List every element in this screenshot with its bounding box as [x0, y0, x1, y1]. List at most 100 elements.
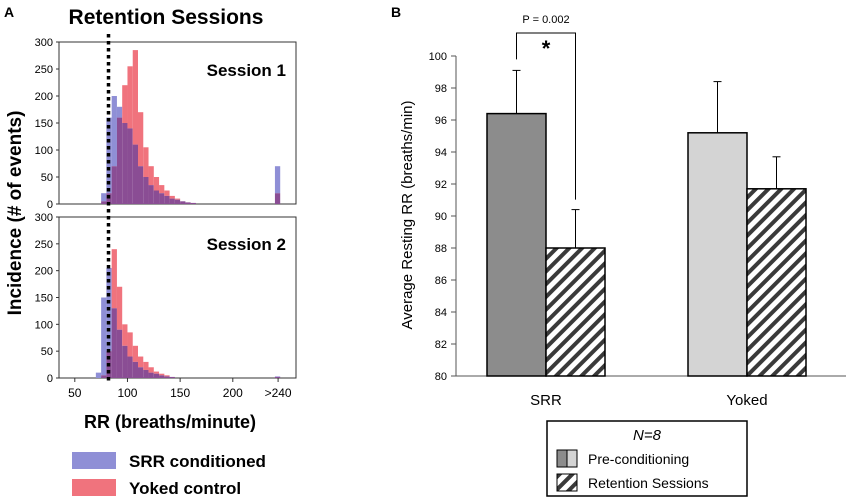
- histogram-bin-overlap: [122, 123, 128, 204]
- histogram-bin-yoked: [143, 147, 149, 177]
- ytick-label: 250: [35, 239, 53, 251]
- bar-ytick-label: 92: [435, 179, 447, 191]
- histogram-bin-yoked: [148, 166, 154, 186]
- histogram-bin-yoked: [143, 361, 149, 370]
- histogram-bin-overlap: [169, 198, 175, 204]
- histogram-session-2: 0 50 100 150 200 250 300 Session 2: [35, 212, 297, 385]
- histogram-bin-overlap: [148, 372, 154, 378]
- ytick-label: 200: [35, 91, 53, 103]
- bar-ytick-label: 80: [435, 371, 447, 383]
- histogram-bin-overlap: [111, 166, 117, 204]
- legend-label-srr: SRR conditioned: [129, 452, 266, 471]
- bar-ytick-label: 96: [435, 115, 447, 127]
- histogram-bin-overlap: [111, 308, 117, 378]
- histogram-bin-yoked: [159, 373, 165, 376]
- session-1-bars: [101, 50, 281, 204]
- histogram-bin-overlap: [274, 376, 281, 378]
- histogram-bin-overlap: [174, 199, 181, 204]
- histogram-bin-yoked: [153, 371, 160, 374]
- histogram-bin-yoked: [132, 50, 138, 145]
- histogram-bin-overlap: [138, 367, 144, 378]
- histogram-bin-srr: [111, 96, 117, 167]
- xtick-label: 100: [117, 386, 137, 400]
- histogram-bin-overlap: [101, 201, 107, 204]
- ytick-label: 50: [41, 172, 53, 184]
- session-2-yticks: 0 50 100 150 200 250 300: [35, 212, 59, 385]
- xtick-label: 200: [223, 386, 243, 400]
- bar-ytick-label: 100: [429, 51, 447, 63]
- bar-ytick-label: 90: [435, 211, 447, 223]
- session-1-yticks: 0 50 100 150 200 250 300: [35, 37, 59, 211]
- histogram-bin-overlap: [106, 193, 112, 204]
- legend-swatch-retention: [556, 473, 578, 492]
- histogram-bin-overlap: [138, 166, 144, 204]
- histogram-bin-overlap: [143, 369, 149, 378]
- significance-p-value: P = 0.002: [522, 14, 569, 26]
- ytick-label: 250: [35, 64, 53, 76]
- histogram-bin-overlap: [132, 361, 138, 378]
- bar-chart-bars: [486, 69, 807, 377]
- histogram-bin-yoked: [132, 345, 138, 362]
- histogram-bin-overlap: [143, 177, 149, 204]
- bar-ytick-label: 82: [435, 339, 447, 351]
- histogram-bin-overlap: [101, 375, 107, 378]
- histogram-bin-srr: [274, 376, 281, 377]
- panel-a-xlabel: RR (breaths/minute): [84, 412, 256, 432]
- histogram-bin-yoked: [159, 185, 165, 194]
- legend-label-retention: Retention Sessions: [588, 475, 709, 491]
- histogram-bin-yoked: [153, 177, 160, 191]
- histogram-bin-srr: [116, 106, 123, 118]
- bar-yticks: 80 82 84 86 88 90 92 94 96 98 100: [429, 51, 456, 383]
- bar-ytick-label: 84: [435, 307, 447, 319]
- legend-swatch-yoked: [72, 479, 116, 496]
- panel-a-title: Retention Sessions: [69, 6, 264, 29]
- legend-label-pre: Pre-conditioning: [588, 451, 689, 467]
- ytick-label: 100: [35, 145, 53, 157]
- ytick-label: 150: [35, 293, 53, 305]
- bar-yoked-retention: [746, 188, 807, 377]
- bar-ytick-label: 94: [435, 147, 447, 159]
- significance-bracket-line: [516, 32, 576, 200]
- histogram-bin-overlap: [159, 375, 165, 378]
- legend-swatch-srr: [72, 452, 116, 469]
- significance-star: *: [542, 36, 551, 61]
- legend-swatch-pre-light: [566, 449, 578, 468]
- bar-ytick-label: 86: [435, 275, 447, 287]
- bar-ytick-label: 98: [435, 83, 447, 95]
- legend-b-title: N=8: [633, 427, 662, 444]
- legend-swatch-pre-dark: [556, 449, 568, 468]
- histogram-bin-overlap: [185, 202, 191, 204]
- panel-b-legend: N=8 Pre-conditioning Retention Sessions: [546, 420, 748, 497]
- bar-srr-pre: [486, 112, 547, 377]
- histogram-bin-yoked: [164, 190, 170, 196]
- histogram-bin-srr: [274, 166, 281, 194]
- histogram-bin-overlap: [148, 185, 154, 204]
- histogram-bin-overlap: [274, 193, 281, 204]
- panel-b-ylabel: Average Resting RR (breaths/min): [399, 101, 416, 330]
- histogram-bin-overlap: [169, 376, 175, 378]
- ytick-label: 150: [35, 118, 53, 130]
- histogram-bin-srr: [101, 193, 107, 202]
- histogram-bin-yoked: [138, 356, 144, 368]
- histogram-bin-yoked: [174, 198, 181, 200]
- histogram-bin-srr: [95, 372, 102, 378]
- histogram-bin-yoked: [169, 195, 175, 199]
- histogram-bin-yoked: [111, 249, 117, 309]
- histogram-bin-overlap: [132, 144, 138, 204]
- ytick-label: 300: [35, 212, 53, 224]
- xtick-label: 150: [170, 386, 190, 400]
- panel-a-legend: SRR conditioned Yoked control: [72, 452, 266, 498]
- panel-b-letter: B: [391, 4, 401, 20]
- histogram-bin-overlap: [127, 128, 133, 204]
- histogram-bin-yoked: [138, 112, 144, 167]
- histogram-bin-yoked: [127, 332, 133, 357]
- histogram-bin-overlap: [190, 202, 196, 204]
- legend-b-frame: [546, 420, 748, 497]
- histogram-bin-overlap: [122, 345, 128, 378]
- histogram-bin-overlap: [164, 195, 170, 204]
- histogram-bin-yoked: [127, 66, 133, 129]
- category-label-yoked: Yoked: [726, 392, 767, 409]
- panel-a-letter: A: [4, 4, 14, 20]
- ytick-label: 0: [47, 199, 53, 211]
